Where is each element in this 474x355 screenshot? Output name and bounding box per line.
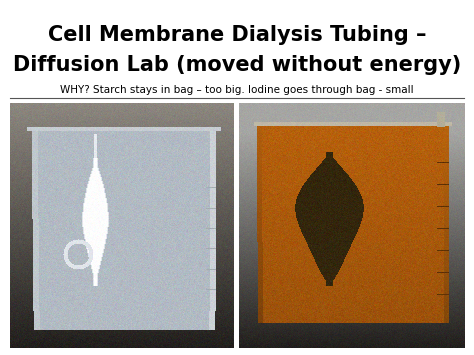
Text: Diffusion Lab (moved without energy): Diffusion Lab (moved without energy)	[13, 55, 461, 75]
Text: WHY? Starch stays in bag – too big. Iodine goes through bag - small: WHY? Starch stays in bag – too big. Iodi…	[60, 85, 414, 95]
Text: Cell Membrane Dialysis Tubing –: Cell Membrane Dialysis Tubing –	[48, 25, 426, 45]
